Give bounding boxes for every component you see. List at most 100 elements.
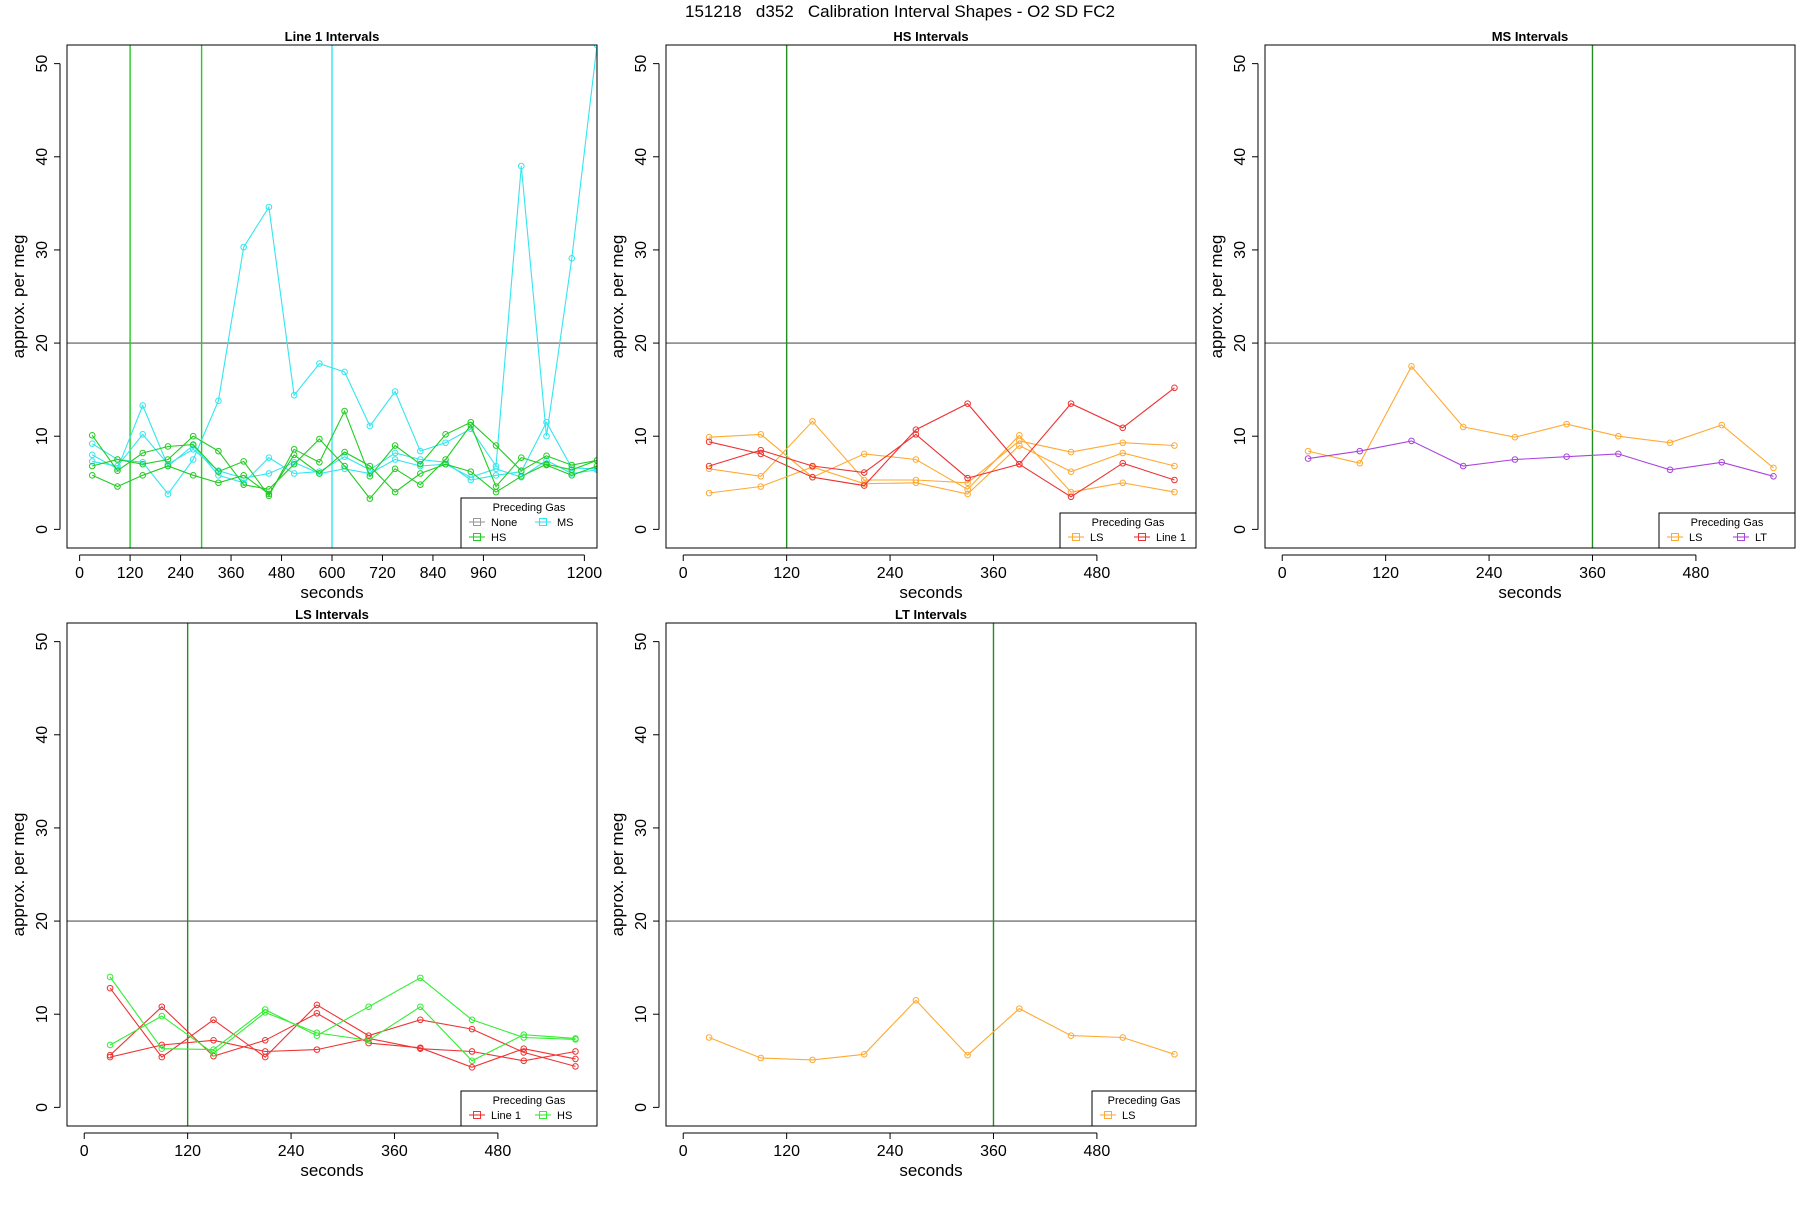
series-point — [1067, 493, 1075, 501]
legend-entry-label: Line 1 — [1156, 532, 1186, 544]
y-tick-label: 50 — [633, 55, 650, 73]
x-tick-label: 480 — [1084, 1143, 1111, 1160]
series-point — [341, 448, 348, 456]
y-tick-label: 30 — [633, 819, 650, 837]
panel-title: LS Intervals — [295, 607, 369, 622]
series-line — [92, 423, 597, 500]
series-point — [189, 445, 197, 453]
series-point — [164, 456, 172, 463]
y-tick-label: 50 — [34, 633, 51, 651]
x-tick-label: 1200 — [567, 565, 603, 582]
legend-swatch-marker — [1104, 1111, 1112, 1119]
series-point — [705, 489, 713, 497]
chart-panel-1: Line 1 Intervals 0 120 240 360 480 600 720 840 96… — [9, 29, 602, 602]
series-point — [705, 433, 713, 441]
series-point — [391, 442, 399, 449]
series-point — [313, 1046, 321, 1053]
series-point — [1119, 449, 1127, 457]
series-point — [442, 431, 449, 438]
series-point — [1171, 476, 1178, 484]
y-tick-label: 30 — [34, 819, 51, 837]
reference-lines — [1265, 45, 1795, 548]
series-line — [708, 387, 1175, 487]
series-point — [290, 460, 298, 468]
series-line — [91, 409, 597, 497]
legend-title: Preceding Gas — [1092, 517, 1165, 529]
series-point — [164, 462, 172, 470]
series-point — [809, 473, 816, 481]
series-point — [543, 432, 550, 440]
plot-frame — [66, 44, 598, 549]
series-point — [1718, 459, 1726, 466]
series-point — [1171, 462, 1178, 470]
series-point — [1171, 384, 1178, 392]
series-point — [572, 1055, 579, 1063]
x-tick-label: 240 — [877, 565, 904, 582]
plot-frame — [66, 622, 598, 1127]
plot-frame — [665, 622, 1197, 1127]
x-tick-label: 360 — [980, 565, 1007, 582]
series-point — [757, 1054, 765, 1062]
series-point — [1119, 439, 1127, 447]
series-point — [158, 1012, 166, 1020]
series-line — [109, 1006, 576, 1068]
series-point — [520, 1057, 528, 1065]
legend-entry-label: LT — [1755, 532, 1767, 544]
legend-swatch-marker — [1072, 533, 1080, 541]
x-axis-label: seconds — [899, 1161, 962, 1180]
series-point — [1067, 488, 1075, 496]
series-point — [366, 422, 374, 430]
y-tick-label: 0 — [633, 1103, 650, 1112]
series-point — [210, 1046, 217, 1053]
x-tick-label: 960 — [470, 565, 497, 582]
series-point — [964, 490, 971, 498]
x-tick-label: 480 — [268, 565, 295, 582]
chart-panel-3: MS Intervals 0 120 240 360 480 seconds 0 10 20 30 4… — [1207, 29, 1796, 602]
series-point — [964, 400, 971, 407]
legend-entry-label: MS — [557, 517, 574, 529]
series-point — [1067, 400, 1075, 407]
series-point — [757, 431, 765, 438]
series-group — [88, 45, 597, 502]
y-axis: 0 10 20 30 40 50 approx. per meg — [608, 633, 660, 1112]
series-point — [492, 472, 500, 479]
legend-swatch-marker — [539, 518, 547, 526]
series-point — [164, 490, 172, 498]
legend-swatch-marker — [473, 533, 481, 541]
series-point — [1171, 488, 1178, 496]
series-point — [705, 1034, 713, 1041]
series-line — [708, 433, 1175, 498]
series-point — [757, 446, 765, 454]
series-point — [391, 449, 399, 457]
series-line — [709, 444, 1175, 495]
y-tick-label: 10 — [34, 427, 51, 445]
legend-title: Preceding Gas — [493, 1095, 566, 1107]
series-point — [1511, 456, 1519, 463]
series-point — [139, 460, 147, 468]
series-point — [139, 431, 147, 438]
series-point — [860, 480, 868, 488]
series-point — [365, 1037, 372, 1044]
x-axis-label: seconds — [300, 1161, 363, 1180]
series-point — [442, 456, 449, 463]
series-point — [215, 447, 222, 455]
series-point — [964, 479, 971, 487]
legend-entry-label: Line 1 — [491, 1110, 521, 1122]
series-point — [912, 456, 920, 463]
series-point — [341, 453, 348, 461]
series-point — [568, 466, 576, 474]
series-point — [189, 472, 197, 479]
y-tick-label: 20 — [34, 912, 51, 930]
series-point — [492, 442, 500, 449]
series-point — [1770, 464, 1777, 472]
series-line — [109, 976, 576, 1051]
y-tick-label: 40 — [34, 148, 51, 166]
reference-lines — [666, 623, 1196, 1126]
x-tick-label: 600 — [319, 565, 346, 582]
series-point — [964, 486, 971, 493]
series-point — [316, 470, 323, 477]
series-point — [964, 1051, 971, 1059]
series-point — [593, 466, 597, 474]
series-point — [240, 481, 247, 488]
series-point — [492, 465, 500, 473]
